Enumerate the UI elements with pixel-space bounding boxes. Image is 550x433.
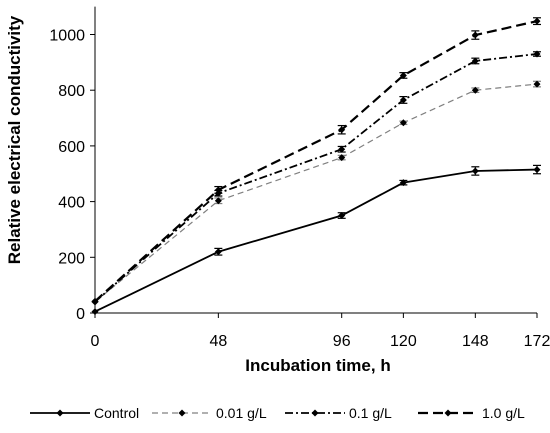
legend-label: 0.1 g/L: [349, 405, 392, 421]
data-point: [338, 154, 346, 162]
data-point: [338, 212, 346, 220]
data-point: [399, 119, 407, 127]
y-tick-label: 1000: [49, 28, 85, 45]
x-tick-label: 48: [209, 333, 227, 350]
series-line: [94, 20, 538, 303]
data-point: [91, 308, 99, 316]
series-layer: [91, 17, 541, 316]
x-tick-label: 120: [390, 333, 417, 350]
series-line: [94, 83, 538, 303]
legend-marker: [56, 409, 64, 417]
series-line: [94, 53, 538, 303]
data-point: [533, 50, 541, 58]
legend-label: 0.01 g/L: [216, 405, 267, 421]
legend-item-1: Control: [30, 405, 139, 421]
data-point: [214, 197, 222, 205]
data-point: [399, 96, 407, 104]
data-point: [338, 126, 346, 134]
series-line: [94, 168, 538, 313]
y-tick-label: 0: [76, 306, 85, 323]
data-point: [533, 166, 541, 174]
legend-marker: [444, 409, 452, 417]
legend: Control 0.01 g/L 0.1 g/L 1.0 g/L: [30, 405, 525, 421]
x-axis-label: Incubation time, h: [245, 356, 390, 375]
data-point: [471, 57, 479, 65]
data-point: [471, 31, 479, 39]
legend-item-2: 0.01 g/L: [152, 405, 267, 421]
legend-label: Control: [94, 405, 139, 421]
axes: 0 200 400 600 800 1000 0 48 96 120 148 172: [49, 6, 550, 350]
series-3: [91, 50, 541, 306]
data-point: [471, 167, 479, 175]
legend-marker: [178, 409, 186, 417]
x-tick-label: 172: [524, 333, 550, 350]
y-tick-label: 200: [58, 250, 85, 267]
series-4: [91, 17, 541, 305]
series-2: [91, 80, 541, 306]
legend-marker: [311, 409, 319, 417]
y-tick-label: 600: [58, 139, 85, 156]
data-point: [471, 86, 479, 94]
x-tick-label: 96: [333, 333, 351, 350]
legend-label: 1.0 g/L: [482, 405, 525, 421]
series-1: [91, 164, 541, 316]
data-point: [399, 179, 407, 187]
x-tick-label: 148: [462, 333, 489, 350]
data-point: [214, 248, 222, 256]
y-tick-label: 800: [58, 83, 85, 100]
data-point: [91, 297, 99, 305]
y-tick-label: 400: [58, 195, 85, 212]
data-point: [533, 17, 541, 25]
data-point: [533, 80, 541, 88]
x-tick-label: 0: [91, 333, 100, 350]
y-axis-label: Relative electrical conductivity: [5, 15, 24, 264]
legend-item-4: 1.0 g/L: [418, 405, 525, 421]
data-point: [338, 145, 346, 153]
legend-item-3: 0.1 g/L: [285, 405, 392, 421]
data-point: [399, 71, 407, 79]
data-point: [214, 186, 222, 194]
